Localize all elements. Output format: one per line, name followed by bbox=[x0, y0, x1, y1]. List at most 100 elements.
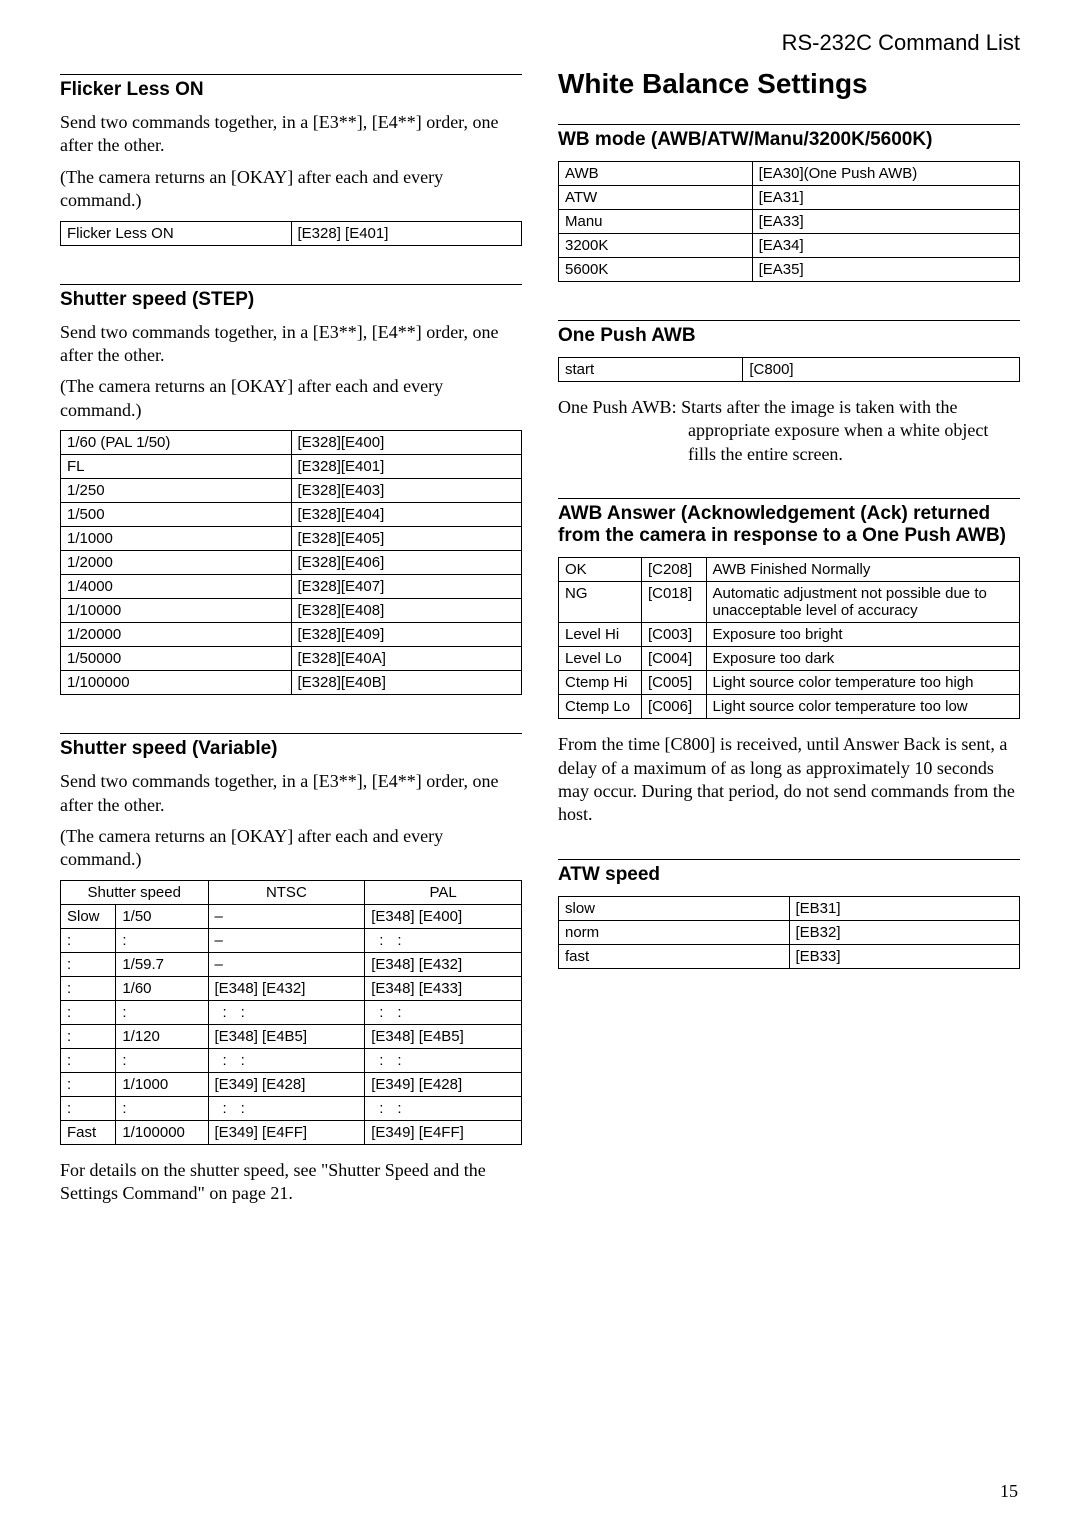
cell: : bbox=[61, 952, 116, 976]
cell: [EB32] bbox=[789, 920, 1020, 944]
cell: :: bbox=[208, 1048, 365, 1072]
cell: [E348] [E432] bbox=[208, 976, 365, 1000]
shutter-step-p1: Send two commands together, in a [E3**],… bbox=[60, 321, 522, 368]
table-row: :::::: bbox=[61, 1048, 522, 1072]
cell: 1/1000 bbox=[61, 527, 292, 551]
table-row: 1/4000[E328][E407] bbox=[61, 575, 522, 599]
cell: [E328][E408] bbox=[291, 599, 522, 623]
cell: [E348] [E433] bbox=[365, 976, 522, 1000]
cell: [E328][E404] bbox=[291, 503, 522, 527]
cell: [E348] [E400] bbox=[365, 904, 522, 928]
cell: : bbox=[116, 928, 208, 952]
cell: Manu bbox=[559, 210, 753, 234]
cell: :: bbox=[365, 1048, 522, 1072]
cell: start bbox=[559, 358, 743, 382]
cell: Exposure too bright bbox=[706, 623, 1020, 647]
white-balance-title: White Balance Settings bbox=[558, 68, 1020, 100]
table-row: Ctemp Lo[C006]Light source color tempera… bbox=[559, 695, 1020, 719]
cell: [E328][E401] bbox=[291, 455, 522, 479]
table-row: :::::: bbox=[61, 1096, 522, 1120]
awb-answer-table: OK[C208]AWB Finished NormallyNG[C018]Aut… bbox=[558, 557, 1020, 719]
cell: [E349] [E4FF] bbox=[365, 1120, 522, 1144]
shutter-var-note: For details on the shutter speed, see "S… bbox=[60, 1159, 522, 1206]
cell: [EB33] bbox=[789, 944, 1020, 968]
cell: : bbox=[61, 976, 116, 1000]
table-row: 1/10000[E328][E408] bbox=[61, 599, 522, 623]
cell: Level Hi bbox=[559, 623, 642, 647]
table-row: 1/20000[E328][E409] bbox=[61, 623, 522, 647]
table-header-row: Shutter speed NTSC PAL bbox=[61, 880, 522, 904]
table-row: :::::: bbox=[61, 1000, 522, 1024]
one-push-title: One Push AWB bbox=[558, 325, 1020, 347]
cell: : bbox=[61, 1048, 116, 1072]
cell: 1/250 bbox=[61, 479, 292, 503]
two-column-layout: Flicker Less ON Send two commands togeth… bbox=[60, 68, 1020, 1213]
cell: : bbox=[61, 928, 116, 952]
table-row: Level Lo[C004]Exposure too dark bbox=[559, 647, 1020, 671]
cell: 1/1000 bbox=[116, 1072, 208, 1096]
cell: Light source color temperature too low bbox=[706, 695, 1020, 719]
rule bbox=[558, 320, 1020, 321]
table-row: Slow1/50–[E348] [E400] bbox=[61, 904, 522, 928]
cell: ATW bbox=[559, 186, 753, 210]
cell: 1/4000 bbox=[61, 575, 292, 599]
table-row: NG[C018]Automatic adjustment not possibl… bbox=[559, 582, 1020, 623]
cell: : bbox=[116, 1000, 208, 1024]
table-row: slow[EB31] bbox=[559, 896, 1020, 920]
rule bbox=[60, 733, 522, 734]
rule bbox=[558, 498, 1020, 499]
cell: Flicker Less ON bbox=[61, 221, 292, 245]
shutter-step-p2: (The camera returns an [OKAY] after each… bbox=[60, 375, 522, 422]
cell: Ctemp Lo bbox=[559, 695, 642, 719]
cell: [C006] bbox=[641, 695, 706, 719]
shutter-var-title: Shutter speed (Variable) bbox=[60, 738, 522, 760]
cell: 1/60 (PAL 1/50) bbox=[61, 431, 292, 455]
left-column: Flicker Less ON Send two commands togeth… bbox=[60, 68, 522, 1213]
cell: : bbox=[61, 1072, 116, 1096]
cell: 1/59.7 bbox=[116, 952, 208, 976]
cell: Light source color temperature too high bbox=[706, 671, 1020, 695]
cell: [C018] bbox=[641, 582, 706, 623]
cell: :: bbox=[208, 1096, 365, 1120]
cell: 1/100000 bbox=[116, 1120, 208, 1144]
table-row: ::–:: bbox=[61, 928, 522, 952]
cell: :: bbox=[365, 928, 522, 952]
cell: [E348] [E432] bbox=[365, 952, 522, 976]
cell: : bbox=[116, 1048, 208, 1072]
cell: 1/500 bbox=[61, 503, 292, 527]
table-row: 5600K[EA35] bbox=[559, 258, 1020, 282]
shutter-var-table: Shutter speed NTSC PAL Slow1/50–[E348] [… bbox=[60, 880, 522, 1145]
cell: – bbox=[208, 904, 365, 928]
cell: [EA31] bbox=[752, 186, 1019, 210]
cell: : bbox=[61, 1024, 116, 1048]
cell: :: bbox=[208, 1000, 365, 1024]
table-row: 3200K[EA34] bbox=[559, 234, 1020, 258]
cell: [C800] bbox=[743, 358, 1020, 382]
cell: :: bbox=[365, 1096, 522, 1120]
shutter-step-title: Shutter speed (STEP) bbox=[60, 289, 522, 311]
shutter-var-p1: Send two commands together, in a [E3**],… bbox=[60, 770, 522, 817]
col-header: Shutter speed bbox=[61, 880, 209, 904]
cell: [E328][E409] bbox=[291, 623, 522, 647]
rule bbox=[558, 859, 1020, 860]
cell: [E328][E407] bbox=[291, 575, 522, 599]
wb-mode-title: WB mode (AWB/ATW/Manu/3200K/5600K) bbox=[558, 129, 1020, 151]
cell: – bbox=[208, 928, 365, 952]
cell: [E328][E400] bbox=[291, 431, 522, 455]
table-row: 1/500[E328][E404] bbox=[61, 503, 522, 527]
cell: [E328] [E401] bbox=[291, 221, 522, 245]
cell: [EA30](One Push AWB) bbox=[752, 162, 1019, 186]
cell: Ctemp Hi bbox=[559, 671, 642, 695]
cell: NG bbox=[559, 582, 642, 623]
page: RS-232C Command List Flicker Less ON Sen… bbox=[0, 0, 1080, 1528]
cell: [C005] bbox=[641, 671, 706, 695]
cell: Level Lo bbox=[559, 647, 642, 671]
atw-speed-table: slow[EB31]norm[EB32]fast[EB33] bbox=[558, 896, 1020, 969]
table-row: Manu[EA33] bbox=[559, 210, 1020, 234]
cell: 1/100000 bbox=[61, 671, 292, 695]
rule bbox=[60, 74, 522, 75]
cell: [EA34] bbox=[752, 234, 1019, 258]
table-row: AWB[EA30](One Push AWB) bbox=[559, 162, 1020, 186]
table-row: :1/60[E348] [E432][E348] [E433] bbox=[61, 976, 522, 1000]
table-row: 1/100000[E328][E40B] bbox=[61, 671, 522, 695]
